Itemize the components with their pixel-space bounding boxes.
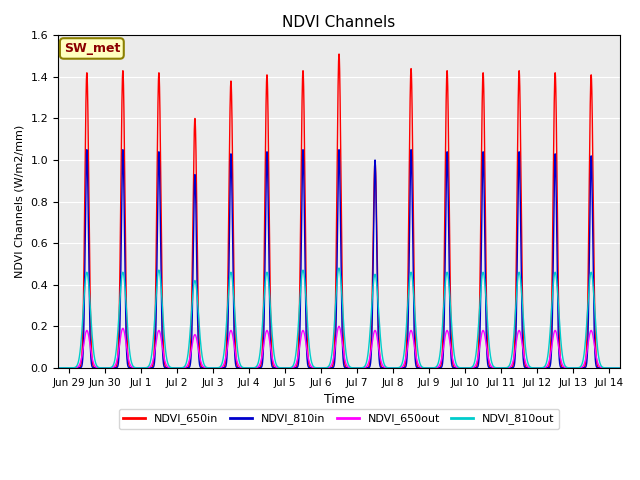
Line: NDVI_810out: NDVI_810out [58, 268, 620, 368]
NDVI_810out [54, 365, 62, 371]
NDVI_810in [394, 365, 402, 371]
Line: NDVI_650in: NDVI_650in [58, 54, 620, 368]
NDVI_650out [54, 365, 62, 371]
NDVI_650in [335, 51, 343, 57]
NDVI_650in [456, 365, 464, 371]
NDVI_650out [580, 362, 588, 368]
NDVI_810in [616, 365, 624, 371]
NDVI_650in [54, 365, 62, 371]
NDVI_650out [320, 365, 328, 371]
NDVI_810out [616, 365, 624, 371]
Line: NDVI_810in: NDVI_810in [58, 150, 620, 368]
X-axis label: Time: Time [324, 393, 355, 406]
Text: SW_met: SW_met [63, 42, 120, 55]
Line: NDVI_650out: NDVI_650out [58, 326, 620, 368]
NDVI_650in [320, 365, 328, 371]
NDVI_810in [320, 365, 328, 371]
NDVI_810in [456, 365, 464, 371]
NDVI_810out [394, 365, 402, 371]
NDVI_650out [456, 365, 464, 371]
NDVI_810in [195, 337, 202, 343]
NDVI_650out [415, 363, 422, 369]
NDVI_810out [194, 306, 202, 312]
NDVI_810out [415, 356, 422, 361]
NDVI_810in [580, 365, 588, 371]
Title: NDVI Channels: NDVI Channels [282, 15, 396, 30]
NDVI_650out [394, 365, 402, 371]
NDVI_810in [83, 147, 91, 153]
Y-axis label: NDVI Channels (W/m2/mm): NDVI Channels (W/m2/mm) [15, 125, 25, 278]
NDVI_650in [415, 365, 422, 371]
NDVI_650in [616, 365, 624, 371]
NDVI_810in [415, 365, 422, 371]
NDVI_650out [335, 324, 343, 329]
Legend: NDVI_650in, NDVI_810in, NDVI_650out, NDVI_810out: NDVI_650in, NDVI_810in, NDVI_650out, NDV… [119, 409, 559, 429]
NDVI_810out [580, 354, 588, 360]
NDVI_650out [194, 344, 202, 350]
NDVI_650in [194, 295, 202, 301]
NDVI_650in [580, 365, 588, 371]
NDVI_650out [616, 365, 624, 371]
NDVI_650in [394, 365, 402, 371]
NDVI_810in [54, 365, 62, 371]
NDVI_810out [320, 365, 328, 371]
NDVI_810out [335, 265, 343, 271]
NDVI_810out [456, 365, 464, 371]
